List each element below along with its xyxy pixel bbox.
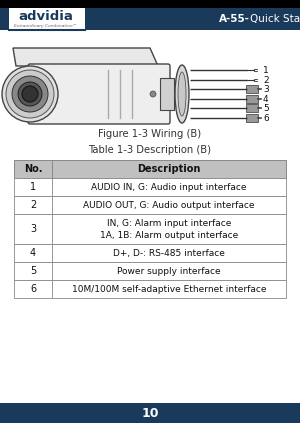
Circle shape xyxy=(6,70,54,118)
Bar xyxy=(0,8,9,30)
Text: 4: 4 xyxy=(263,94,268,104)
Text: 1: 1 xyxy=(30,182,36,192)
Bar xyxy=(0,8,300,30)
Text: 5: 5 xyxy=(30,266,36,276)
Text: 1A, 1B: Alarm output interface: 1A, 1B: Alarm output interface xyxy=(100,231,238,240)
Bar xyxy=(0,8,85,30)
Text: No.: No. xyxy=(24,164,42,174)
Text: Description: Description xyxy=(137,164,201,174)
Text: Power supply interface: Power supply interface xyxy=(117,266,221,275)
Bar xyxy=(246,114,258,122)
Circle shape xyxy=(18,82,42,106)
Ellipse shape xyxy=(175,65,189,123)
Text: Quick Start Guide: Quick Start Guide xyxy=(250,14,300,24)
Circle shape xyxy=(12,76,48,112)
Text: Table 1-3 Description (B): Table 1-3 Description (B) xyxy=(88,145,212,155)
Text: 6: 6 xyxy=(263,113,269,123)
Bar xyxy=(0,403,300,423)
Circle shape xyxy=(150,91,156,97)
Bar xyxy=(14,262,286,280)
Text: A-55-: A-55- xyxy=(219,14,250,24)
Bar xyxy=(14,280,286,298)
Bar xyxy=(160,78,174,110)
Text: 4: 4 xyxy=(30,248,36,258)
Bar xyxy=(14,178,286,196)
Text: 2: 2 xyxy=(263,75,268,85)
Text: Figure 1-3 Wiring (B): Figure 1-3 Wiring (B) xyxy=(98,129,202,139)
Text: IN, G: Alarm input interface: IN, G: Alarm input interface xyxy=(107,219,231,228)
Text: 10: 10 xyxy=(141,407,159,420)
Bar xyxy=(0,0,300,8)
Text: 3: 3 xyxy=(30,224,36,234)
Text: 1: 1 xyxy=(263,66,269,74)
Text: 3: 3 xyxy=(263,85,269,93)
Text: AUDIO OUT, G: Audio output interface: AUDIO OUT, G: Audio output interface xyxy=(83,201,255,209)
FancyBboxPatch shape xyxy=(28,64,170,124)
Bar xyxy=(246,85,258,93)
Bar xyxy=(246,104,258,112)
Bar xyxy=(14,244,286,262)
Circle shape xyxy=(2,66,58,122)
Bar xyxy=(14,160,286,178)
Bar xyxy=(14,196,286,214)
Polygon shape xyxy=(13,48,158,66)
Text: AUDIO IN, G: Audio input interface: AUDIO IN, G: Audio input interface xyxy=(91,182,247,192)
Text: D+, D-: RS-485 interface: D+, D-: RS-485 interface xyxy=(113,248,225,258)
Ellipse shape xyxy=(178,72,186,116)
Text: 6: 6 xyxy=(30,284,36,294)
Text: Extraordinary Combination™: Extraordinary Combination™ xyxy=(14,24,77,28)
Bar xyxy=(246,95,258,103)
Bar xyxy=(14,214,286,244)
Text: advidia: advidia xyxy=(19,10,74,23)
Circle shape xyxy=(22,86,38,102)
Text: 5: 5 xyxy=(263,104,269,113)
Text: 10M/100M self-adaptive Ethernet interface: 10M/100M self-adaptive Ethernet interfac… xyxy=(72,285,266,294)
Text: 2: 2 xyxy=(30,200,36,210)
